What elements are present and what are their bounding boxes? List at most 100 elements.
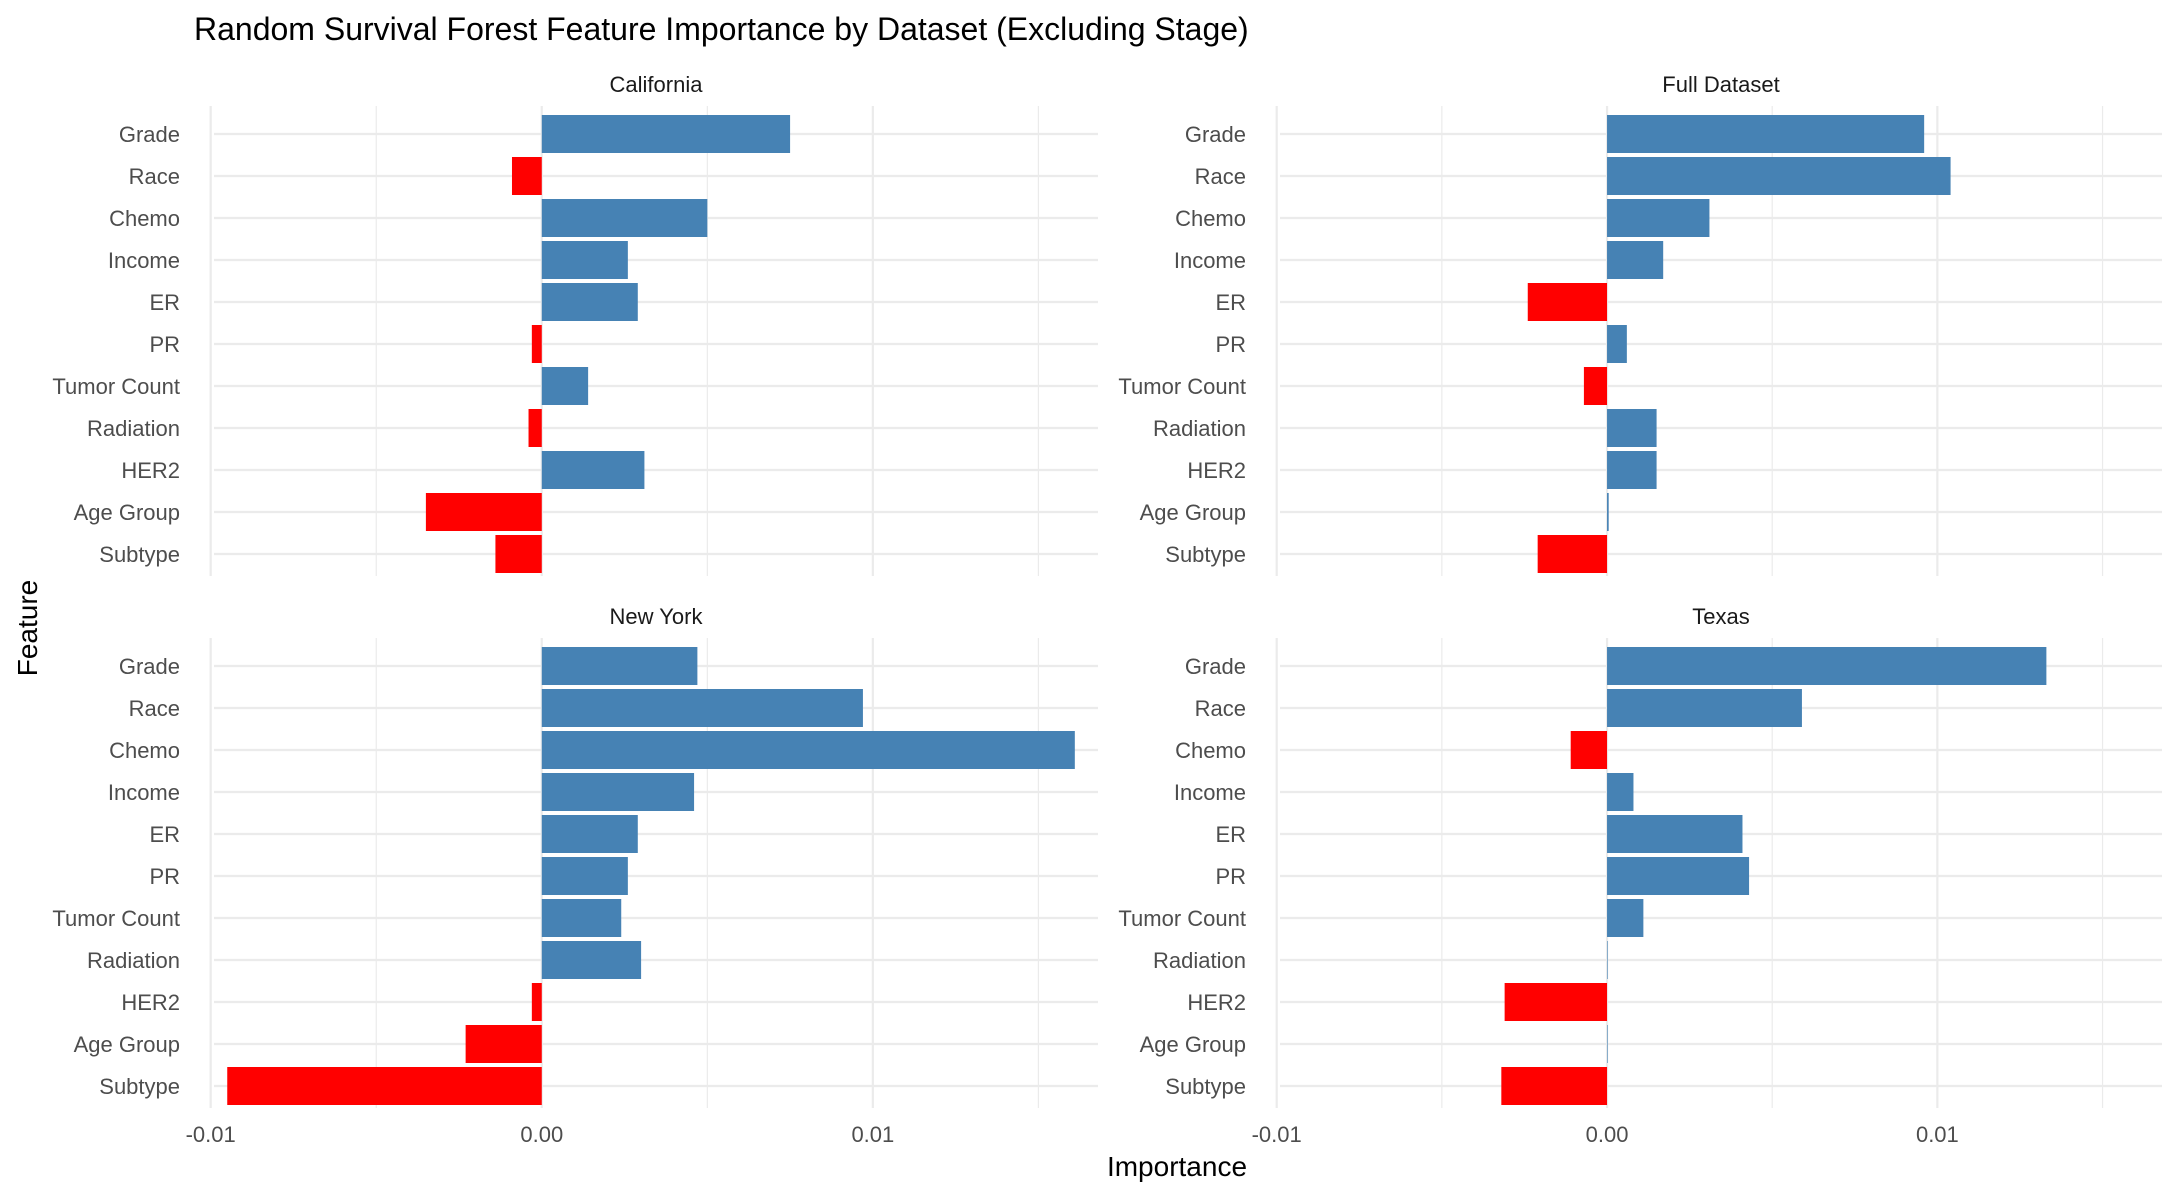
bar-age-group [425,493,542,531]
bar-race [1607,157,1951,195]
y-tick-label: Race [1195,696,1246,721]
bar-grade [1607,647,2047,685]
bar-radiation [528,409,542,447]
y-tick-label: ER [1215,290,1246,315]
y-tick-label: Radiation [87,416,180,441]
bar-her2 [531,983,542,1021]
y-tick-label: Income [108,248,180,273]
y-axis-title: Feature [12,580,43,677]
y-tick-label: Tumor Count [52,906,180,931]
panel-strip-label: Texas [1692,604,1749,629]
bar-grade [541,647,698,685]
bar-tumor-count [541,367,589,405]
y-tick-label: Radiation [1153,416,1246,441]
bar-pr [541,857,628,895]
facet-panels: California Grade Race Chemo Income ER PR Tumor … [52,72,2162,1147]
x-tick-label: 0.00 [520,1122,563,1147]
panel-california: California Grade Race Chemo Income ER PR Tumor … [52,72,1098,576]
bar-income [1607,241,1664,279]
bar-income [541,773,695,811]
y-tick-label: Grade [119,122,180,147]
y-tick-label: ER [149,290,180,315]
y-tick-label: Radiation [87,948,180,973]
bar-tumor-count [1607,899,1644,937]
bar-chemo [541,199,708,237]
bar-subtype [1537,535,1608,573]
panel-strip-label: California [610,72,704,97]
bar-subtype [227,1067,542,1105]
y-tick-label: Chemo [1175,738,1246,763]
x-tick-label: -0.01 [186,1122,236,1147]
y-tick-label: ER [149,822,180,847]
y-tick-label: Grade [119,654,180,679]
y-tick-label: Age Group [1140,500,1246,525]
y-tick-label: ER [1215,822,1246,847]
bar-age-group [1607,493,1609,531]
bar-er [541,815,638,853]
bar-chemo [1570,731,1608,769]
bar-er [541,283,638,321]
bar-race [541,689,863,727]
y-tick-label: Race [129,164,180,189]
bar-tumor-count [541,899,622,937]
y-tick-label: Subtype [99,1074,180,1099]
y-tick-label: PR [1215,332,1246,357]
bar-er [1527,283,1608,321]
y-tick-label: Income [1174,780,1246,805]
y-tick-label: HER2 [1187,990,1246,1015]
y-tick-label: Subtype [1165,542,1246,567]
bar-chemo [541,731,1075,769]
y-tick-label: Subtype [99,542,180,567]
bar-her2 [1504,983,1608,1021]
x-tick-label: 0.00 [1586,1122,1629,1147]
y-tick-label: HER2 [121,458,180,483]
y-tick-label: Age Group [1140,1032,1246,1057]
bar-er [1607,815,1743,853]
bar-age-group [465,1025,542,1063]
y-tick-label: PR [1215,864,1246,889]
bar-pr [531,325,542,363]
bar-pr [1607,325,1627,363]
bar-her2 [541,451,645,489]
bar-radiation [541,941,642,979]
panel-strip-label: Full Dataset [1662,72,1779,97]
y-tick-label: Income [108,780,180,805]
bar-pr [1607,857,1750,895]
bar-race [1607,689,1802,727]
bar-grade [1607,115,1925,153]
bar-subtype [495,535,542,573]
bar-radiation [1607,409,1657,447]
bar-her2 [1607,451,1657,489]
panel-strip-label: New York [610,604,704,629]
x-tick-label: 0.01 [851,1122,894,1147]
y-tick-label: Tumor Count [52,374,180,399]
bar-age-group [1607,1025,1608,1063]
bar-chemo [1607,199,1710,237]
y-tick-label: Grade [1185,654,1246,679]
y-tick-label: HER2 [1187,458,1246,483]
y-tick-label: Chemo [109,738,180,763]
bar-tumor-count [1583,367,1608,405]
y-tick-label: Race [129,696,180,721]
y-tick-label: HER2 [121,990,180,1015]
bar-radiation [1607,941,1608,979]
y-tick-label: Subtype [1165,1074,1246,1099]
y-tick-label: Radiation [1153,948,1246,973]
y-tick-label: Grade [1185,122,1246,147]
y-tick-label: Chemo [109,206,180,231]
panel-texas: Texas Grade Race Chemo Income ER PR Tumor Count… [1118,604,2162,1147]
panel-new-york: New York Grade Race Chemo Income ER PR Tumor Co… [52,604,1098,1147]
bar-grade [541,115,791,153]
bar-race [511,157,542,195]
x-tick-label: 0.01 [1916,1122,1959,1147]
y-tick-label: Tumor Count [1118,374,1246,399]
y-tick-label: Age Group [74,500,180,525]
y-tick-label: PR [149,864,180,889]
x-axis-title: Importance [1107,1151,1247,1182]
bar-income [1607,773,1634,811]
y-tick-label: Race [1195,164,1246,189]
bar-subtype [1501,1067,1608,1105]
y-tick-label: Chemo [1175,206,1246,231]
y-tick-label: Age Group [74,1032,180,1057]
